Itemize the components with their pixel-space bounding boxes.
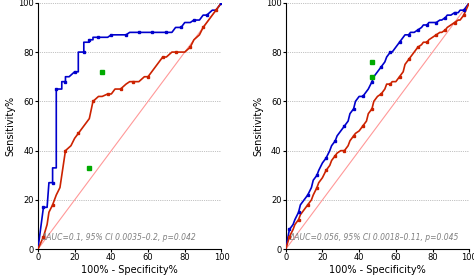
Y-axis label: Sensitivity%: Sensitivity%	[5, 96, 15, 156]
Y-axis label: Sensitivity%: Sensitivity%	[253, 96, 263, 156]
X-axis label: 100% - Specificity%: 100% - Specificity%	[329, 265, 426, 275]
Text: ΔAUC=0.1, 95% CI 0.0035–0.2, p=0.042: ΔAUC=0.1, 95% CI 0.0035–0.2, p=0.042	[42, 233, 196, 242]
Text: ΔAUC=0.056, 95% CI 0.0018–0.11, p=0.045: ΔAUC=0.056, 95% CI 0.0018–0.11, p=0.045	[290, 233, 459, 242]
X-axis label: 100% - Specificity%: 100% - Specificity%	[82, 265, 178, 275]
